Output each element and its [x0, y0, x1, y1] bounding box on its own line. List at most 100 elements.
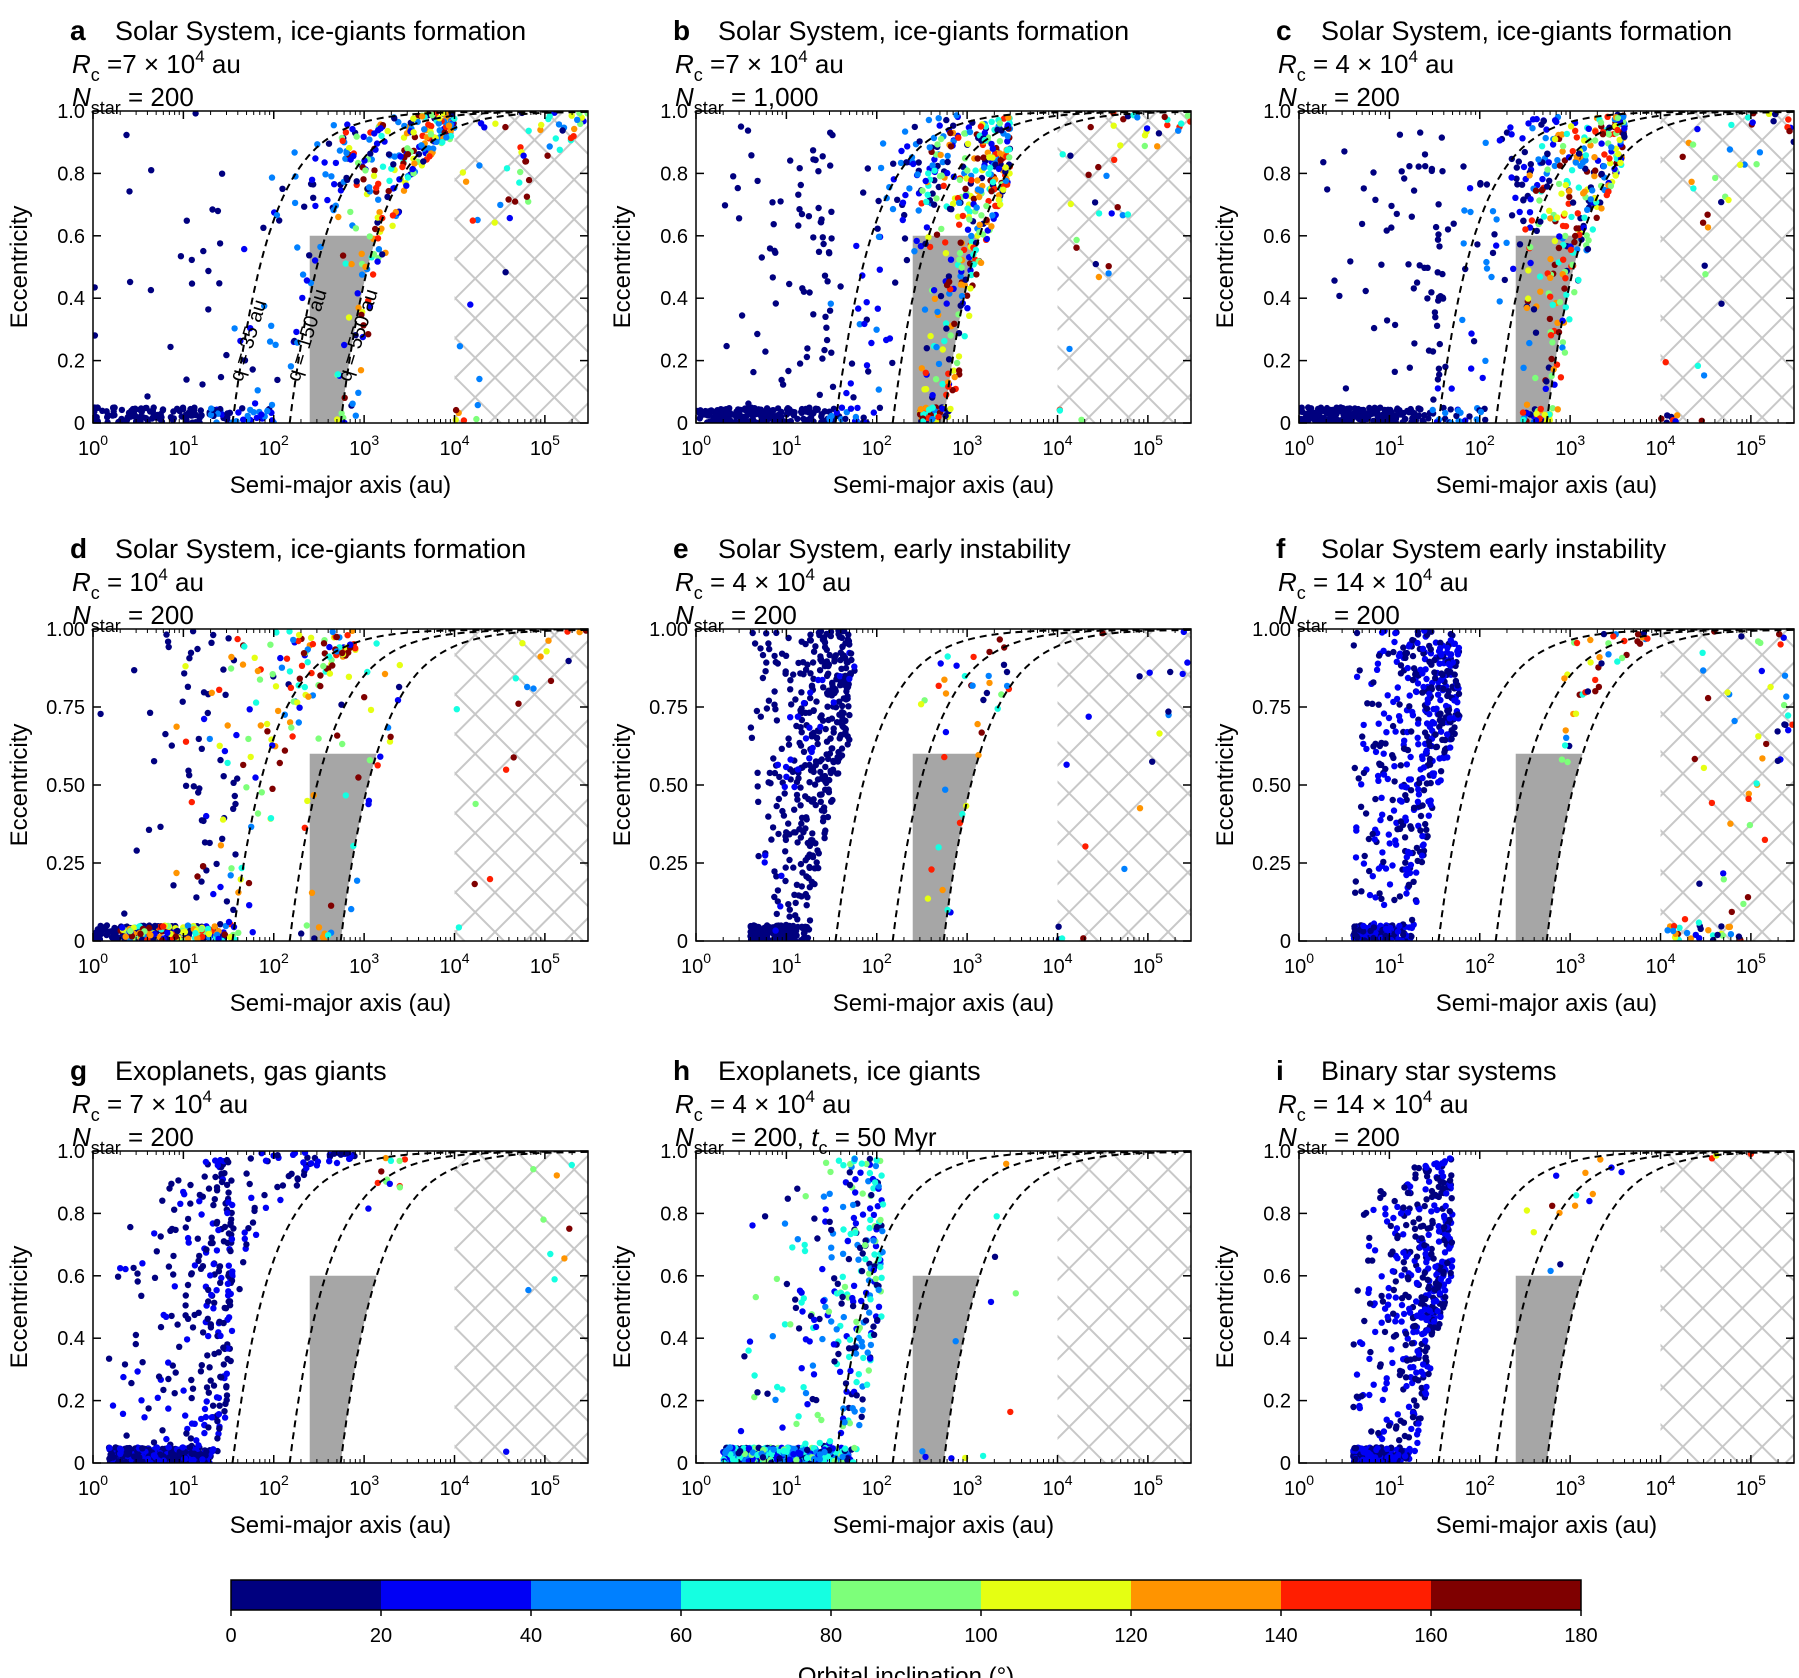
data-point [1403, 890, 1410, 897]
data-point [207, 1272, 214, 1279]
data-point [1574, 210, 1582, 217]
data-point [492, 120, 499, 127]
data-point [348, 260, 355, 268]
data-point [1426, 642, 1433, 650]
data-point [1718, 923, 1725, 930]
data-point [949, 387, 956, 394]
data-point [114, 1273, 122, 1280]
data-point [1429, 770, 1436, 777]
data-point [737, 406, 744, 414]
data-point [1621, 637, 1628, 645]
data-point [1455, 644, 1463, 652]
data-point [330, 1151, 338, 1157]
data-point [267, 815, 275, 822]
data-point [985, 197, 992, 205]
data-point [136, 1454, 143, 1461]
data-point [778, 408, 785, 416]
data-point [293, 328, 300, 336]
data-point [774, 761, 782, 768]
data-point [1596, 654, 1603, 661]
y-tick-label: 0 [677, 931, 688, 953]
data-point [1006, 154, 1013, 161]
data-point [1392, 728, 1399, 735]
data-point [1391, 368, 1399, 375]
data-point [1417, 812, 1425, 820]
data-point [947, 332, 954, 339]
data-point [875, 233, 883, 240]
data-point [1746, 821, 1754, 829]
data-point [864, 165, 871, 172]
data-point [182, 1224, 189, 1231]
data-point [467, 301, 474, 308]
data-point [1525, 120, 1532, 127]
data-point [154, 1394, 161, 1402]
data-point [1540, 117, 1548, 125]
data-point [342, 260, 349, 267]
data-point [1409, 652, 1417, 660]
data-point [778, 745, 785, 752]
data-point [828, 412, 835, 420]
data-point [968, 232, 975, 240]
data-point [210, 1446, 217, 1453]
data-point [205, 1185, 213, 1192]
data-point [279, 185, 286, 192]
data-point [374, 235, 382, 242]
data-point [1419, 802, 1426, 809]
data-point [337, 187, 345, 194]
data-point [1664, 412, 1671, 419]
data-point [130, 1264, 137, 1272]
data-point [766, 769, 773, 777]
data-point [812, 643, 819, 650]
data-point [1554, 406, 1562, 413]
data-point [228, 1327, 236, 1335]
data-point [925, 170, 932, 177]
data-point [1435, 201, 1442, 208]
data-point [765, 640, 772, 647]
data-point [325, 140, 333, 147]
data-point [810, 729, 817, 736]
data-point [353, 178, 360, 185]
data-point [818, 411, 825, 418]
data-point [217, 1332, 224, 1340]
data-point [1442, 702, 1450, 710]
data-point [520, 152, 527, 159]
data-point [198, 412, 205, 419]
data-point [1414, 734, 1421, 741]
data-point [785, 735, 792, 742]
data-point [1593, 214, 1600, 221]
data-point [205, 1286, 212, 1294]
data-point [1425, 347, 1433, 354]
data-point [770, 418, 777, 423]
data-point [230, 906, 237, 913]
data-point [1508, 212, 1516, 219]
data-point [807, 670, 814, 677]
data-point [1184, 659, 1191, 666]
data-point [1424, 833, 1431, 840]
data-point [420, 158, 427, 165]
data-point [220, 666, 227, 673]
data-point [1439, 295, 1447, 302]
data-point [798, 689, 805, 696]
data-point [219, 816, 227, 823]
data-point [360, 322, 367, 329]
data-point [1782, 721, 1789, 728]
data-point [160, 1386, 167, 1394]
data-point [375, 246, 383, 253]
data-point [377, 753, 384, 760]
data-point [397, 153, 404, 160]
perihelion-curve [834, 111, 1107, 423]
data-point [1425, 812, 1433, 819]
data-point [1155, 130, 1163, 137]
data-point [1712, 174, 1719, 182]
data-point [740, 413, 747, 421]
data-point [221, 1414, 229, 1421]
data-point [1124, 211, 1132, 218]
data-point [214, 1162, 221, 1169]
data-point [1423, 705, 1431, 712]
data-point [523, 193, 531, 200]
data-point [1391, 638, 1398, 646]
data-point [170, 415, 177, 422]
data-point [144, 393, 151, 400]
data-point [957, 239, 964, 246]
data-point [1584, 206, 1591, 213]
